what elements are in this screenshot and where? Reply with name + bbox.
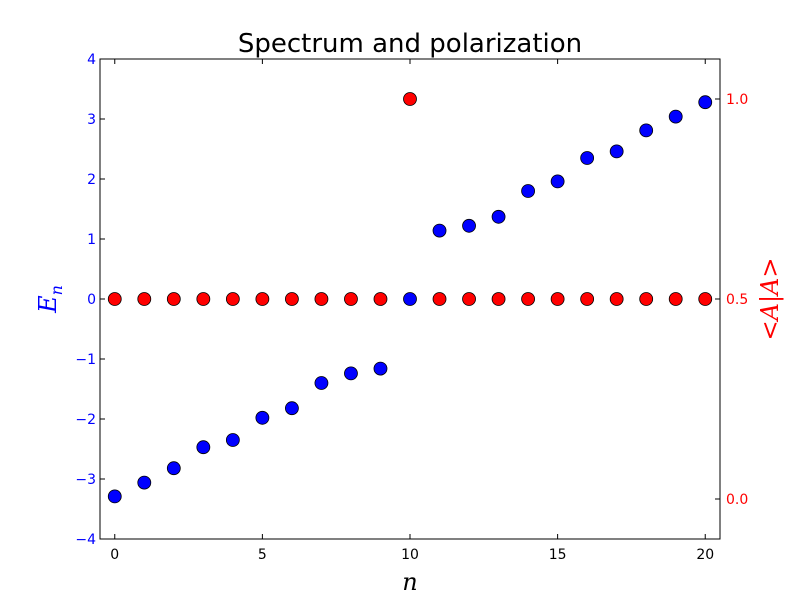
y-left-tick-label-0: −4 bbox=[75, 532, 96, 548]
y-left-tick-label-6: 2 bbox=[87, 172, 96, 188]
energy-point-14 bbox=[521, 184, 535, 198]
x-axis-label: n bbox=[402, 568, 417, 596]
polarization-point-0 bbox=[107, 292, 122, 306]
energy-point-12 bbox=[462, 218, 476, 233]
energy-point-16 bbox=[580, 151, 595, 165]
y-left-label-main: E bbox=[34, 295, 62, 314]
x-tick-label-2: 10 bbox=[401, 547, 419, 563]
energy-point-17 bbox=[609, 144, 624, 159]
x-tick-label-0: 0 bbox=[110, 547, 119, 563]
polarization-point-5 bbox=[255, 292, 270, 306]
x-tick-label-4: 20 bbox=[696, 547, 714, 563]
polarization-point-13 bbox=[491, 292, 506, 306]
polarization-point-3 bbox=[196, 292, 211, 306]
y-left-tick-label-1: −3 bbox=[75, 472, 96, 488]
energy-point-15 bbox=[550, 174, 565, 189]
y-left-tick-label-5: 1 bbox=[87, 232, 96, 248]
polarization-point-7 bbox=[314, 292, 329, 306]
axis-ticks: 0 5 10 15 20 −4 −3 −2 −1 0 1 2 3 4 0.0 0.5 1.0 bbox=[75, 52, 748, 563]
energy-point-1 bbox=[137, 475, 152, 490]
polarization-point-11 bbox=[432, 292, 447, 306]
energy-point-8 bbox=[344, 366, 358, 381]
polarization-point-1 bbox=[137, 292, 152, 306]
energy-point-18 bbox=[639, 123, 654, 138]
y-left-tick-label-2: −2 bbox=[75, 412, 96, 428]
plot-frame bbox=[99, 58, 721, 540]
y-left-label-sub: n bbox=[47, 285, 66, 295]
polarization-point-9 bbox=[373, 292, 388, 306]
energy-point-2 bbox=[166, 461, 181, 476]
polarization-point-15 bbox=[550, 292, 565, 306]
polarization-point-18 bbox=[639, 292, 654, 306]
y-right-tick-label-1: 0.5 bbox=[726, 292, 748, 308]
energy-point-10 bbox=[403, 292, 417, 306]
polarization-point-14 bbox=[521, 292, 535, 306]
energy-point-5 bbox=[255, 410, 270, 425]
energy-point-19 bbox=[668, 109, 683, 124]
polarization-point-19 bbox=[668, 292, 683, 306]
polarization-point-8 bbox=[344, 292, 358, 306]
energy-point-0 bbox=[107, 489, 122, 504]
polarization-point-20 bbox=[698, 292, 713, 306]
y-right-tick-label-2: 1.0 bbox=[726, 92, 748, 108]
energy-point-9 bbox=[373, 361, 388, 376]
polarization-point-17 bbox=[609, 292, 624, 306]
polarization-point-16 bbox=[580, 292, 595, 306]
energy-point-3 bbox=[196, 440, 211, 455]
polarization-point-6 bbox=[285, 292, 299, 306]
data-marks bbox=[107, 92, 713, 504]
polarization-point-10 bbox=[403, 92, 417, 106]
polarization-point-2 bbox=[166, 292, 181, 306]
energy-point-6 bbox=[285, 401, 299, 416]
y-axis-label-left: En bbox=[34, 285, 66, 314]
polarization-point-4 bbox=[225, 292, 240, 306]
y-left-tick-label-7: 3 bbox=[87, 112, 96, 128]
energy-point-11 bbox=[432, 223, 447, 238]
y-left-tick-label-4: 0 bbox=[87, 292, 96, 308]
chart-title: Spectrum and polarization bbox=[238, 29, 582, 59]
energy-point-20 bbox=[698, 95, 713, 110]
polarization-point-12 bbox=[462, 292, 476, 306]
energy-point-4 bbox=[225, 433, 240, 447]
x-tick-label-3: 15 bbox=[549, 547, 567, 563]
energy-point-13 bbox=[491, 209, 506, 224]
y-right-tick-label-0: 0.0 bbox=[726, 492, 748, 508]
y-axis-label-right: <A|A> bbox=[756, 258, 785, 341]
y-left-tick-label-8: 4 bbox=[87, 52, 96, 68]
y-left-tick-label-3: −1 bbox=[75, 352, 96, 368]
x-tick-label-1: 5 bbox=[258, 547, 267, 563]
energy-point-7 bbox=[314, 376, 329, 390]
